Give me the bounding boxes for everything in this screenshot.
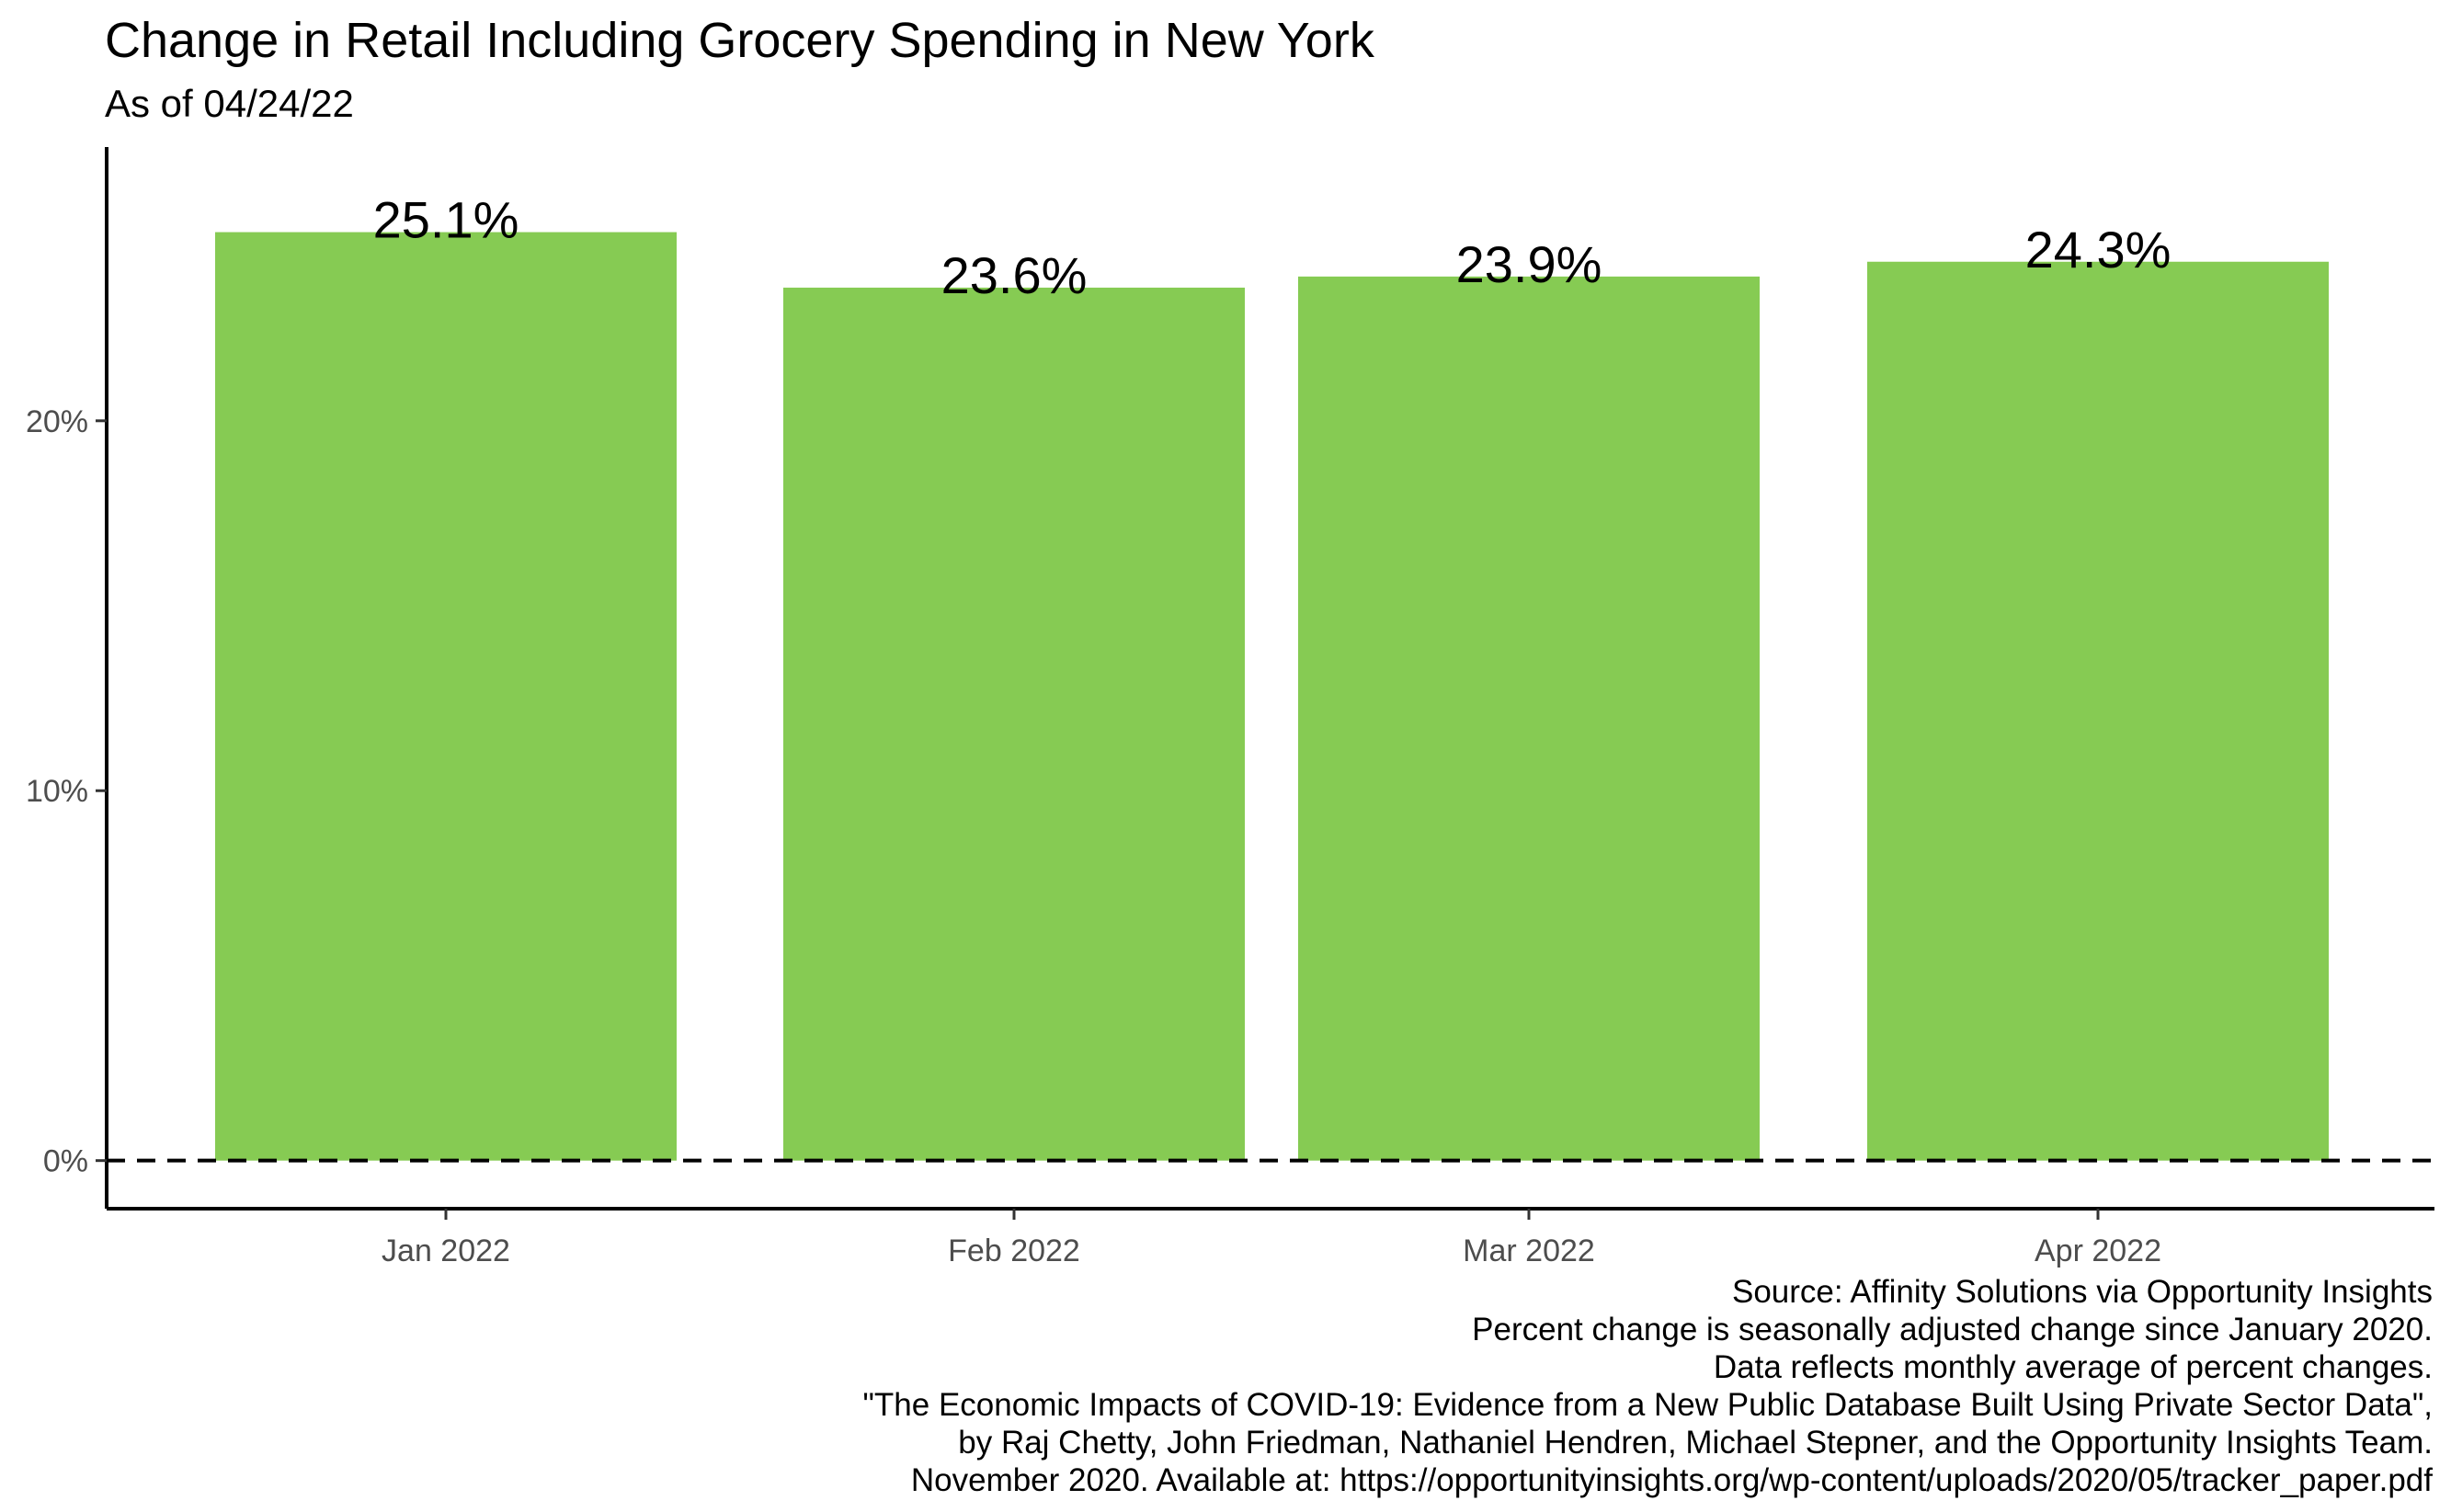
y-axis: 0% 10% 20% bbox=[26, 404, 107, 1179]
caption-line: by Raj Chetty, John Friedman, Nathaniel … bbox=[958, 1425, 2433, 1461]
bar-value-label: 23.6% bbox=[941, 246, 1088, 304]
x-tick-label: Apr 2022 bbox=[2035, 1233, 2161, 1268]
caption-line: Source: Affinity Solutions via Opportuni… bbox=[1732, 1274, 2433, 1310]
y-tick-label: 10% bbox=[26, 774, 88, 809]
caption: Source: Affinity Solutions via Opportuni… bbox=[863, 1273, 2434, 1499]
caption-line: "The Economic Impacts of COVID-19: Evide… bbox=[862, 1387, 2434, 1423]
bar-value-label: 24.3% bbox=[2025, 221, 2172, 279]
x-axis: Jan 2022 Feb 2022 Mar 2022 Apr 2022 bbox=[382, 1209, 2161, 1268]
bar-value-label: 25.1% bbox=[373, 191, 519, 249]
chart-title: Change in Retail Including Grocery Spend… bbox=[105, 13, 1374, 68]
y-tick-label: 20% bbox=[26, 404, 88, 439]
caption-line: Data reflects monthly average of percent… bbox=[1713, 1349, 2433, 1385]
bar-value-label: 23.9% bbox=[1456, 235, 1602, 293]
caption-line: November 2020. Available at: https://opp… bbox=[910, 1462, 2433, 1498]
x-tick-label: Mar 2022 bbox=[1463, 1233, 1595, 1268]
x-tick-label: Feb 2022 bbox=[948, 1233, 1080, 1268]
value-labels-layer: 25.1% 23.6% 23.9% 24.3% bbox=[373, 191, 2172, 304]
bar-chart: 25.1% 23.6% 23.9% 24.3% 0% 10% 20% Jan 2022 Fe… bbox=[26, 147, 2434, 1268]
caption-line: Percent change is seasonally adjusted ch… bbox=[1472, 1312, 2433, 1347]
y-tick-label: 0% bbox=[43, 1144, 88, 1179]
bar bbox=[783, 287, 1245, 1161]
bar bbox=[215, 232, 677, 1161]
bars-layer bbox=[215, 232, 2329, 1161]
bar bbox=[1867, 261, 2329, 1161]
chart-subtitle: As of 04/24/22 bbox=[105, 82, 354, 125]
bar bbox=[1298, 276, 1760, 1161]
x-tick-label: Jan 2022 bbox=[382, 1233, 510, 1268]
